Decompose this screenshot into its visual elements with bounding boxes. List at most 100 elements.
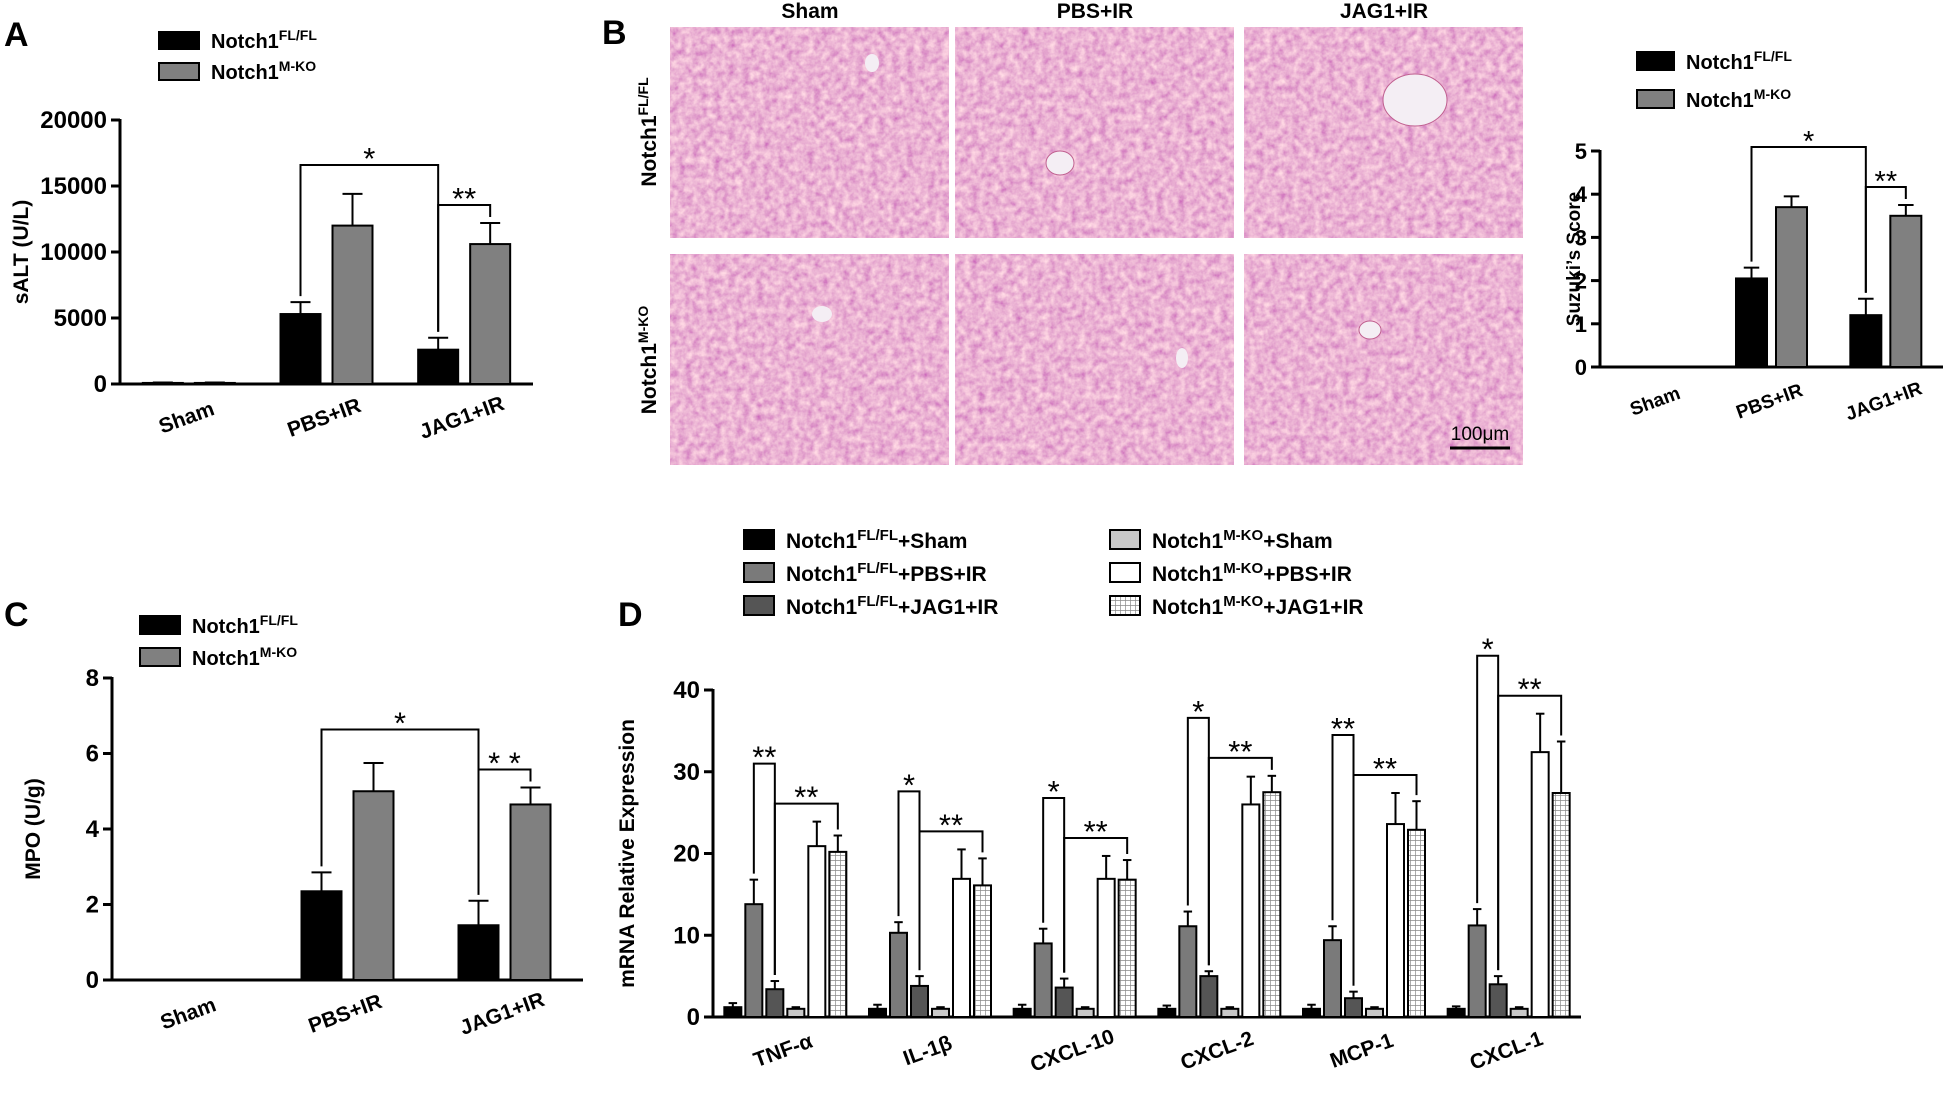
- legend-label: Notch1FL/FL+JAG1+IR: [786, 593, 998, 619]
- x-tick-label: CXCL-10: [1027, 1025, 1117, 1077]
- y-tick-label: 2: [86, 892, 99, 919]
- significance-label: *: [903, 767, 915, 802]
- significance-label: *: [1482, 632, 1494, 667]
- legend-sup: FL/FL: [857, 560, 898, 577]
- column-label: Sham: [781, 0, 838, 23]
- bar: [457, 924, 500, 982]
- y-tick-label: 0: [94, 371, 107, 398]
- bar: [1889, 214, 1923, 368]
- significance-label: **: [939, 807, 963, 842]
- legend-name: Notch1: [1686, 90, 1754, 112]
- column-label: JAG1+IR: [1340, 0, 1428, 23]
- scale-bar-label: 100μm: [1451, 424, 1509, 445]
- column-label: PBS+IR: [1057, 0, 1133, 23]
- legend-name: Notch1: [786, 563, 857, 586]
- panel-label: A: [4, 16, 29, 54]
- bar: [1365, 1007, 1384, 1019]
- legend-suffix: +Sham: [1263, 530, 1332, 553]
- bar: [1075, 1007, 1095, 1019]
- y-tick-label: 0: [687, 1004, 700, 1031]
- panel-label: D: [618, 596, 643, 634]
- panel-label: C: [4, 596, 29, 634]
- x-tick-label: CXCL-1: [1467, 1027, 1546, 1075]
- significance-label: * *: [488, 745, 521, 780]
- y-tick-label: 0: [1575, 355, 1587, 380]
- bar: [1262, 791, 1282, 1018]
- bar: [1488, 983, 1508, 1018]
- legend-name: Notch1: [1152, 530, 1223, 553]
- x-tick-label: JAG1+IR: [417, 392, 508, 444]
- legend-swatch: [1109, 595, 1141, 616]
- bar: [807, 845, 827, 1019]
- y-tick-label: 20: [673, 841, 700, 868]
- significance-label: **: [1518, 672, 1542, 707]
- bar: [1012, 1007, 1032, 1019]
- bar: [723, 1006, 743, 1019]
- legend-name: Notch1: [211, 31, 279, 53]
- legend-sup: M-KO: [1223, 527, 1263, 544]
- y-axis-label: mRNA Relative Expression: [616, 719, 639, 988]
- row-label: Notch1FL/FL: [635, 77, 661, 187]
- x-tick-label: JAG1+IR: [1843, 378, 1925, 425]
- x-tick-label: PBS+IR: [1734, 380, 1806, 423]
- legend-sup: M-KO: [279, 58, 316, 74]
- significance-bracket: [1750, 146, 1867, 293]
- bar: [469, 243, 512, 385]
- legend-swatch: [1636, 51, 1675, 71]
- bar: [1849, 314, 1883, 369]
- bar: [1407, 828, 1426, 1018]
- legend-label: Notch1M-KO+JAG1+IR: [1152, 593, 1364, 619]
- row-label-base: Notch1: [638, 115, 661, 186]
- legend-swatch: [1109, 562, 1141, 583]
- y-axis-label: sALT (U/L): [10, 200, 33, 305]
- y-tick-label: 4: [86, 816, 100, 843]
- bar: [786, 1007, 806, 1019]
- bar: [1157, 1007, 1177, 1019]
- legend-sup: M-KO: [1223, 593, 1263, 610]
- bar: [509, 803, 552, 982]
- legend-sup: M-KO: [260, 644, 297, 660]
- bar: [765, 988, 785, 1019]
- bar: [1117, 878, 1137, 1018]
- bar: [744, 903, 764, 1018]
- bar: [1199, 975, 1219, 1018]
- bar: [279, 313, 322, 386]
- significance-label: **: [752, 740, 776, 775]
- legend-label: Notch1FL/FL+Sham: [786, 527, 967, 553]
- legend-label: Notch1FL/FL: [211, 27, 317, 53]
- bar: [331, 224, 374, 385]
- bar: [931, 1007, 950, 1019]
- y-tick-label: 10000: [40, 239, 107, 266]
- legend-label: Notch1M-KO+PBS+IR: [1152, 560, 1352, 586]
- legend-label: Notch1FL/FL+PBS+IR: [786, 560, 987, 586]
- bar: [1344, 997, 1363, 1019]
- legend-suffix: +PBS+IR: [1263, 563, 1352, 586]
- legend-label: Notch1M-KO: [211, 58, 316, 84]
- legend-name: Notch1: [1152, 596, 1223, 619]
- bar: [952, 877, 971, 1019]
- bar: [1386, 823, 1405, 1018]
- significance-label: **: [1228, 734, 1252, 769]
- x-tick-label: MCP-1: [1327, 1029, 1397, 1073]
- y-tick-label: 10: [673, 922, 700, 949]
- bar: [889, 931, 908, 1018]
- significance-bracket: [1186, 716, 1210, 966]
- bar: [1241, 803, 1261, 1019]
- legend-label: Notch1M-KO: [192, 644, 297, 670]
- legend-suffix: +JAG1+IR: [1263, 596, 1363, 619]
- significance-label: **: [1875, 166, 1898, 198]
- x-tick-label: IL-1β: [900, 1031, 955, 1070]
- legend-suffix: +Sham: [898, 530, 967, 553]
- legend-swatch: [158, 62, 200, 81]
- legend-name: Notch1: [192, 616, 260, 638]
- legend-label: Notch1FL/FL: [1686, 48, 1792, 74]
- bar: [1735, 277, 1768, 368]
- y-tick-label: 8: [86, 665, 99, 692]
- legend-label: Notch1M-KO+Sham: [1152, 527, 1333, 553]
- x-tick-label: Sham: [157, 993, 219, 1034]
- x-tick-label: Sham: [156, 397, 218, 438]
- y-tick-label: 1: [1575, 312, 1587, 337]
- legend-label: Notch1M-KO: [1686, 86, 1791, 112]
- y-tick-label: 4: [1575, 182, 1588, 207]
